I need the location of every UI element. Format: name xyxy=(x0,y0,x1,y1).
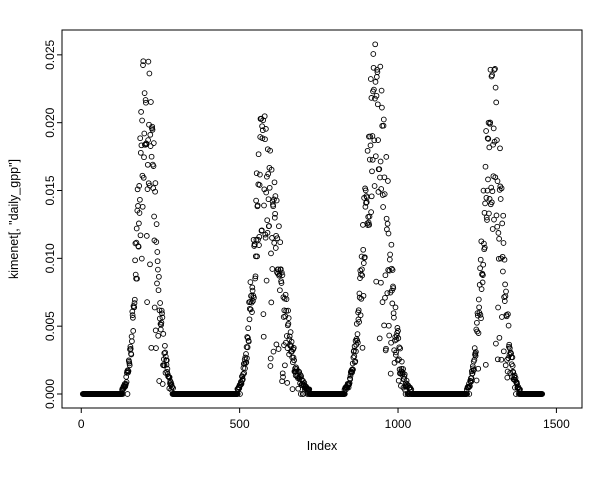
y-axis-label: kimenet[, "daily_gpp"] xyxy=(7,159,21,279)
x-tick-label: 500 xyxy=(230,417,250,431)
y-tick-label: 0.020 xyxy=(43,107,57,137)
y-axis: 0.000 0.005 0.010 0.015 0.020 0.025 xyxy=(43,40,62,409)
x-tick-label: 1000 xyxy=(385,417,412,431)
x-tick-label: 1500 xyxy=(543,417,570,431)
y-tick-label: 0.005 xyxy=(43,311,57,341)
y-tick-label: 0.015 xyxy=(43,175,57,205)
y-tick-label: 0.000 xyxy=(43,379,57,409)
data-points xyxy=(79,41,546,397)
y-tick-label: 0.010 xyxy=(43,243,57,273)
x-tick-label: 0 xyxy=(78,417,85,431)
x-axis: 0 500 1000 1500 xyxy=(78,408,570,431)
y-tick-label: 0.025 xyxy=(43,40,57,70)
plot-border xyxy=(61,29,583,409)
x-axis-label: Index xyxy=(307,439,338,453)
